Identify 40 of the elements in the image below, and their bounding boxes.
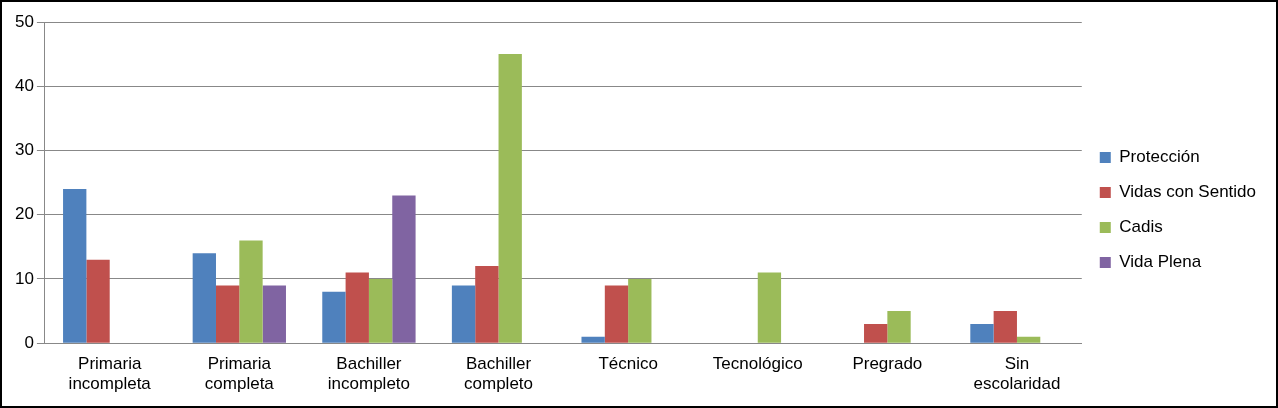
- bar: [864, 323, 888, 343]
- bar: [757, 272, 782, 343]
- legend-label: Vida Plena: [1119, 252, 1202, 272]
- x-tick-label: Pregrado: [852, 354, 923, 374]
- bar: [239, 240, 263, 343]
- x-tick-label: Primaria completa: [204, 354, 275, 394]
- bar: [604, 285, 629, 343]
- legend-label: Cadis: [1119, 217, 1163, 237]
- y-tick-label: 40: [14, 75, 34, 95]
- bar: [993, 311, 1017, 343]
- y-tick-label: 10: [14, 268, 34, 288]
- bar: [475, 266, 499, 343]
- bar: [970, 323, 994, 343]
- bar: [628, 278, 652, 343]
- bar: [322, 291, 346, 343]
- y-tick-label: 20: [14, 204, 34, 224]
- bar: [192, 253, 216, 343]
- bar: [86, 259, 110, 343]
- y-tick-label: 50: [14, 11, 34, 31]
- x-tick-label: Sin escolaridad: [973, 354, 1061, 394]
- bar: [368, 278, 393, 343]
- bar: [392, 195, 416, 343]
- bar: [345, 272, 369, 343]
- legend-label: Protección: [1119, 147, 1200, 167]
- bar: [498, 54, 522, 343]
- bar: [1016, 336, 1041, 343]
- x-tick-label: Bachiller incompleto: [327, 354, 411, 394]
- x-tick-label: Tecnológico: [712, 354, 803, 374]
- bar: [215, 285, 240, 343]
- legend-label: Vidas con Sentido: [1119, 182, 1256, 202]
- bar: [581, 336, 605, 343]
- bar: [887, 311, 911, 343]
- bar: [63, 189, 87, 343]
- x-tick-label: Primaria incompleta: [68, 354, 152, 394]
- bar: [262, 285, 286, 343]
- y-tick-label: 30: [14, 140, 34, 160]
- y-tick-label: 0: [24, 332, 34, 352]
- x-tick-label: Bachiller completo: [464, 354, 534, 394]
- x-tick-label: Técnico: [598, 354, 658, 374]
- bar: [451, 285, 476, 343]
